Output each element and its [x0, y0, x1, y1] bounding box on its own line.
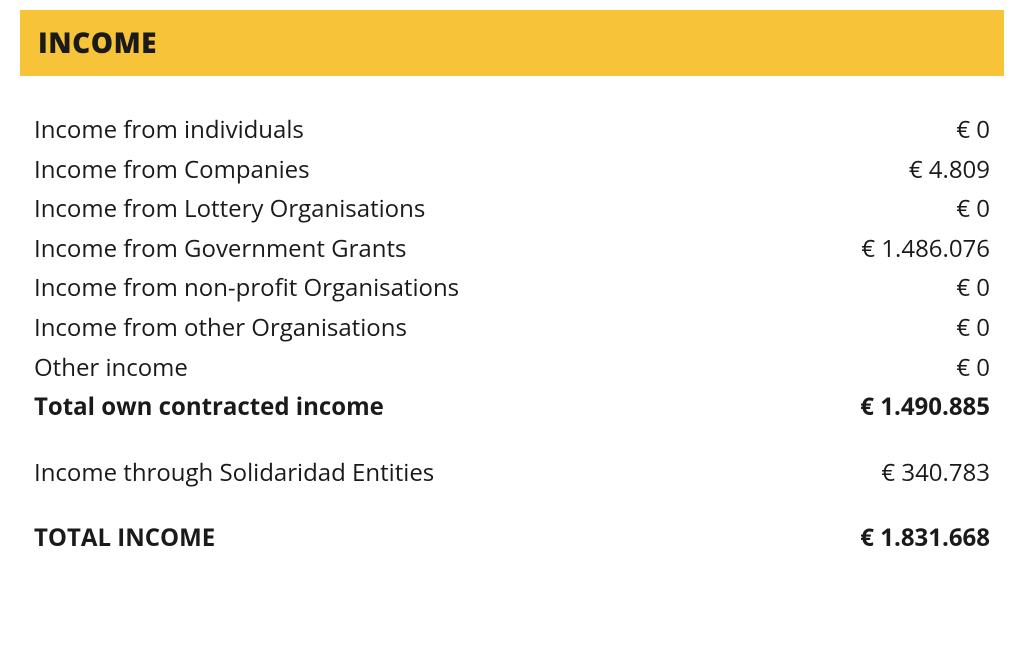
row-value: € 1.831.668 [860, 518, 990, 558]
row-label: Income from other Organisations [34, 308, 407, 348]
row-label: Income from Lottery Organisations [34, 189, 425, 229]
row-label: Income from Government Grants [34, 229, 406, 269]
table-row: Income from Government Grants € 1.486.07… [34, 229, 990, 269]
row-value: € 0 [956, 110, 990, 150]
row-value: € 1.490.885 [860, 387, 990, 427]
table-row: Income from other Organisations € 0 [34, 308, 990, 348]
row-label: TOTAL INCOME [34, 518, 215, 558]
row-label: Total own contracted income [34, 387, 384, 427]
row-label: Other income [34, 348, 188, 388]
table-row-subtotal: Total own contracted income € 1.490.885 [34, 387, 990, 427]
table-row: Other income € 0 [34, 348, 990, 388]
row-value: € 0 [956, 348, 990, 388]
table-row-total: TOTAL INCOME € 1.831.668 [34, 518, 990, 558]
row-value: € 0 [956, 268, 990, 308]
income-header-title: INCOME [38, 24, 986, 62]
row-label: Income through Solidaridad Entities [34, 453, 434, 493]
row-label: Income from individuals [34, 110, 304, 150]
row-value: € 1.486.076 [861, 229, 990, 269]
table-row: Income from non-profit Organisations € 0 [34, 268, 990, 308]
row-value: € 4.809 [909, 150, 990, 190]
row-value: € 340.783 [881, 453, 990, 493]
row-spacer [34, 427, 990, 453]
table-row: Income from Companies € 4.809 [34, 150, 990, 190]
row-spacer [34, 492, 990, 518]
table-row: Income through Solidaridad Entities € 34… [34, 453, 990, 493]
row-label: Income from non-profit Organisations [34, 268, 459, 308]
row-value: € 0 [956, 308, 990, 348]
income-header-bar: INCOME [20, 10, 1004, 76]
row-value: € 0 [956, 189, 990, 229]
table-row: Income from individuals € 0 [34, 110, 990, 150]
income-table: Income from individuals € 0 Income from … [20, 110, 1004, 558]
table-row: Income from Lottery Organisations € 0 [34, 189, 990, 229]
row-label: Income from Companies [34, 150, 310, 190]
